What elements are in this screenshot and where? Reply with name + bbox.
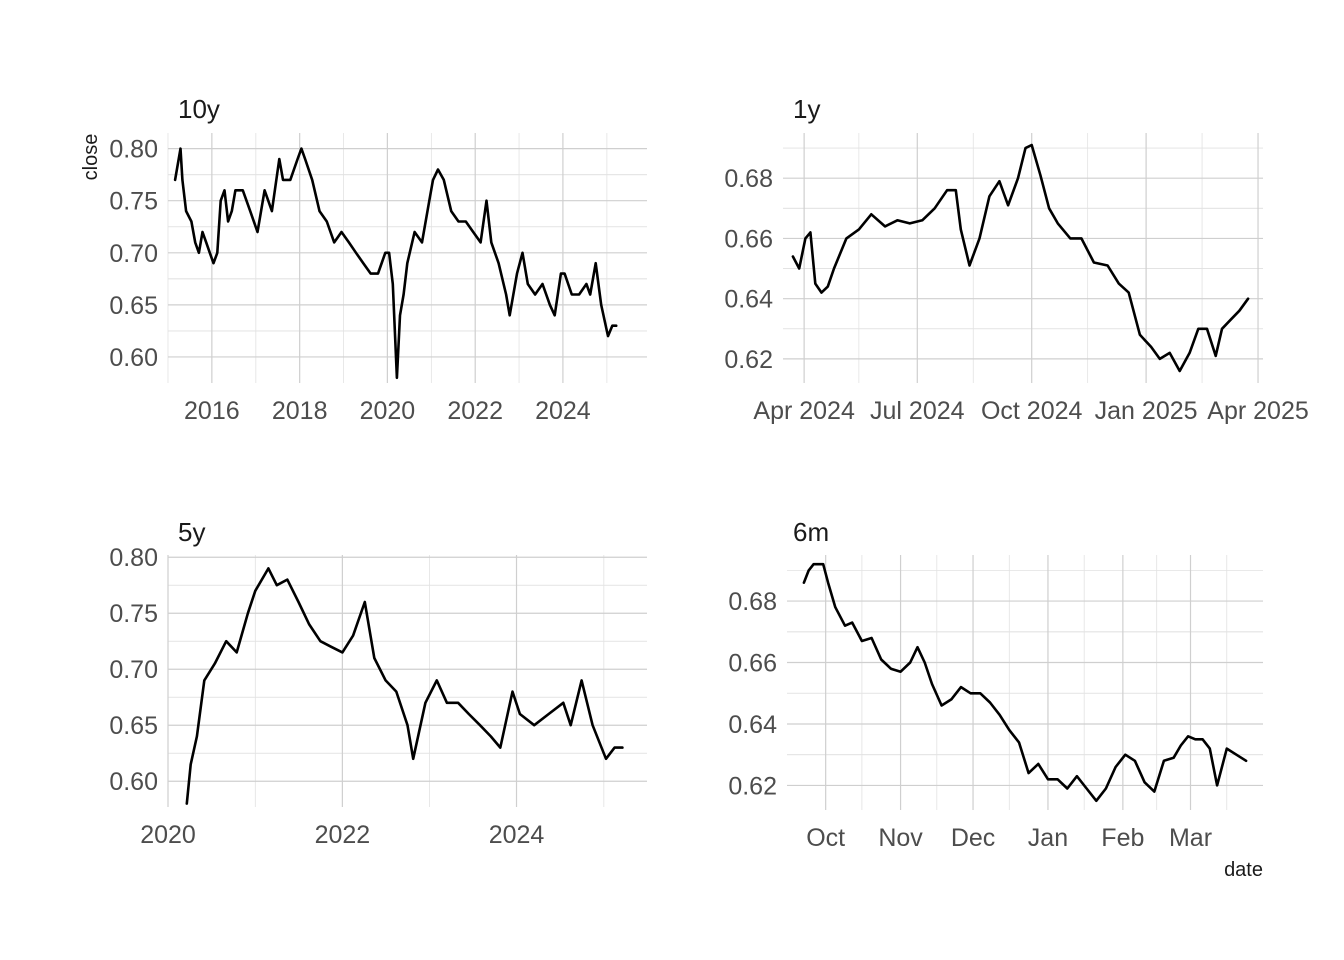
x-axis: 2020 2022 2024 — [140, 821, 544, 849]
y-axis: 0.62 0.64 0.66 0.68 — [724, 165, 773, 374]
y-tick-label: 0.66 — [728, 650, 777, 678]
x-tick-label: 2022 — [447, 397, 503, 425]
series-line — [185, 567, 624, 805]
y-tick-label: 0.62 — [724, 346, 773, 374]
series-line — [802, 562, 1248, 803]
y-axis-title: close — [80, 134, 102, 181]
panel-title: 1y — [793, 94, 820, 124]
y-tick-label: 0.60 — [109, 768, 158, 796]
x-tick-label: Jan — [1028, 824, 1068, 852]
x-tick-label: Apr 2025 — [1207, 397, 1308, 425]
x-axis-title: date — [1224, 859, 1263, 881]
x-tick-label: Jan 2025 — [1095, 397, 1198, 425]
x-tick-label: 2024 — [535, 397, 591, 425]
y-tick-label: 0.60 — [109, 344, 158, 372]
series-line — [173, 147, 618, 380]
x-tick-label: 2022 — [315, 821, 371, 849]
x-tick-label: Mar — [1169, 824, 1212, 852]
x-tick-label: Dec — [951, 824, 995, 852]
y-tick-label: 0.80 — [109, 544, 158, 572]
x-tick-label: 2018 — [272, 397, 328, 425]
y-tick-label: 0.66 — [724, 225, 773, 253]
x-axis: 2016 2018 2020 2022 2024 — [184, 397, 591, 425]
panel-6m: 6m Oct Nov Dec Jan Feb Mar 0.62 0.64 0.66 0.68 — [728, 517, 1263, 852]
y-axis: 0.60 0.65 0.70 0.75 0.80 — [109, 544, 158, 796]
panel-title: 6m — [793, 517, 829, 547]
grid — [787, 555, 1263, 810]
panel-title: 10y — [178, 94, 220, 124]
y-tick-label: 0.75 — [109, 188, 158, 216]
y-axis: 0.60 0.65 0.70 0.75 0.80 — [109, 136, 158, 372]
x-axis: Apr 2024 Jul 2024 Oct 2024 Jan 2025 Apr 2025 — [753, 397, 1308, 425]
y-tick-label: 0.64 — [728, 711, 777, 739]
y-tick-label: 0.62 — [728, 772, 777, 800]
y-tick-label: 0.80 — [109, 136, 158, 164]
y-tick-label: 0.68 — [728, 588, 777, 616]
x-tick-label: Oct 2024 — [981, 397, 1083, 425]
x-tick-label: Feb — [1101, 824, 1144, 852]
y-tick-label: 0.65 — [109, 712, 158, 740]
y-tick-label: 0.70 — [109, 240, 158, 268]
x-tick-label: Jul 2024 — [870, 397, 965, 425]
panel-5y: 5y 2020 2022 2024 0.60 0.65 0.70 0.75 0.80 — [109, 517, 647, 849]
x-tick-label: Apr 2024 — [753, 397, 855, 425]
y-tick-label: 0.70 — [109, 656, 158, 684]
grid — [783, 133, 1263, 383]
panel-1y: 1y Apr 2024 Jul 2024 Oct 2024 Jan 2025 Apr 2… — [724, 94, 1308, 425]
y-tick-label: 0.65 — [109, 292, 158, 320]
y-tick-label: 0.64 — [724, 286, 773, 314]
x-tick-label: 2024 — [489, 821, 545, 849]
panel-10y: 10y 2016 2018 2020 2022 2024 0.60 0.65 0.70 0.7… — [109, 94, 647, 425]
y-tick-label: 0.68 — [724, 165, 773, 193]
x-axis: Oct Nov Dec Jan Feb Mar — [806, 824, 1212, 852]
x-tick-label: Oct — [806, 824, 845, 852]
x-tick-label: 2016 — [184, 397, 240, 425]
y-tick-label: 0.75 — [109, 600, 158, 628]
panel-title: 5y — [178, 517, 205, 547]
x-tick-label: 2020 — [360, 397, 416, 425]
x-tick-label: 2020 — [140, 821, 196, 849]
y-axis: 0.62 0.64 0.66 0.68 — [728, 588, 777, 800]
series-line — [791, 143, 1250, 373]
x-tick-label: Nov — [878, 824, 923, 852]
